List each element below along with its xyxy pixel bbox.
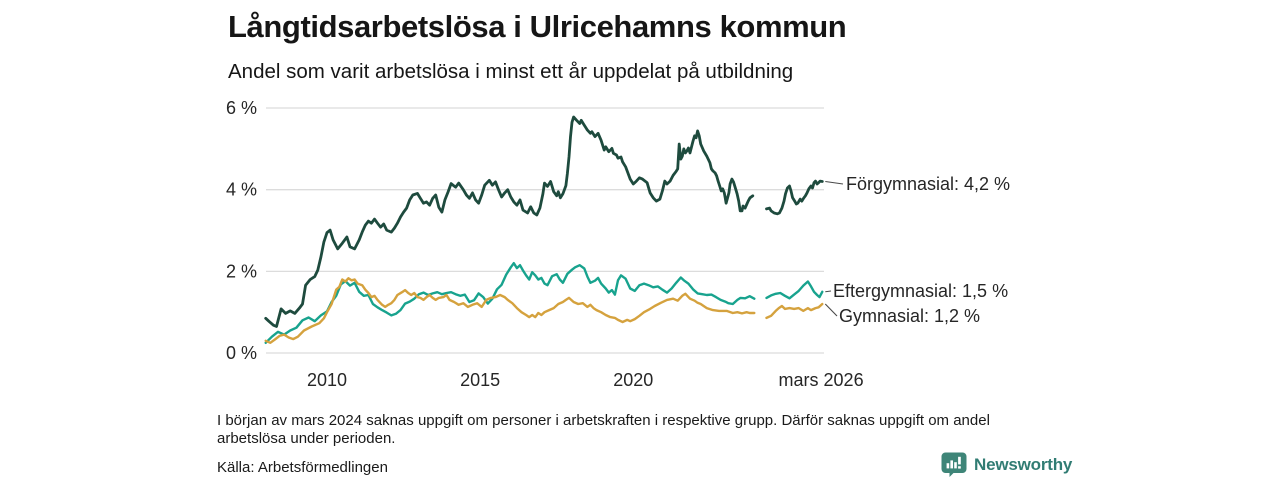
series-label-gymnasial: Gymnasial: 1,2 % (839, 306, 981, 326)
x-axis-tick-label: 2010 (307, 370, 347, 390)
y-axis-tick-label: 4 % (226, 180, 257, 200)
label-leader-line (824, 303, 838, 317)
y-axis-tick-label: 2 % (226, 261, 257, 281)
series-label-forgymnasial: Förgymnasial: 4,2 % (846, 174, 1011, 194)
page-title: Långtidsarbetslösa i Ulricehamns kommun (228, 9, 847, 44)
y-axis-tick-label: 6 % (226, 98, 257, 118)
page-subtitle: Andel som varit arbetslösa i minst ett å… (228, 60, 794, 83)
series-line-eftergymnasial (765, 280, 824, 300)
bar-chart-speech-bubble-icon (941, 452, 967, 477)
footnote: I början av mars 2024 saknas uppgift om … (217, 412, 990, 447)
series-line-eftergymnasial (264, 262, 756, 344)
source-credit: Källa: Arbetsförmedlingen (217, 459, 388, 476)
x-axis-tick-label: mars 2026 (779, 370, 864, 390)
label-leader-line (825, 180, 844, 185)
series-line-förgymnasial (765, 179, 824, 216)
x-axis-tick-label: 2015 (460, 370, 500, 390)
series-line-förgymnasial (264, 115, 755, 328)
brand-name: Newsworthy (974, 454, 1073, 474)
newsworthy-branding: Newsworthy (941, 452, 1072, 477)
x-axis-tick-label: 2020 (613, 370, 653, 390)
series-line-gymnasial (264, 277, 756, 344)
y-axis-tick-label: 0 % (226, 343, 257, 363)
series-label-eftergymnasial: Eftergymnasial: 1,5 % (833, 281, 1009, 301)
label-leader-line (825, 290, 832, 293)
series-line-gymnasial (765, 302, 824, 320)
